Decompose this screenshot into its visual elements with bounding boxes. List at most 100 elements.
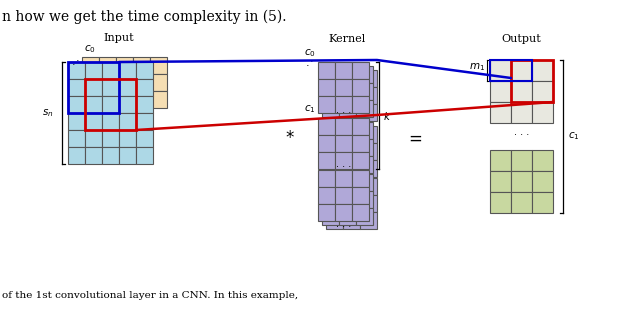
Text: ·: · (310, 57, 314, 67)
Bar (339, 174, 356, 191)
Bar (119, 79, 136, 96)
Bar (532, 102, 553, 123)
Bar (511, 60, 532, 81)
Bar (352, 79, 369, 96)
Bar (490, 192, 511, 213)
Bar (85, 79, 102, 96)
Bar (490, 102, 511, 123)
Bar (360, 178, 377, 195)
Text: · · ·: · · · (336, 162, 351, 172)
Bar (85, 79, 136, 130)
Bar (343, 212, 360, 229)
Bar (339, 122, 356, 139)
Bar (343, 160, 360, 177)
Bar (511, 150, 532, 171)
Bar (119, 96, 136, 113)
Bar (360, 212, 377, 229)
Bar (356, 139, 373, 156)
Bar (318, 62, 335, 79)
Bar (532, 60, 553, 81)
Bar (326, 178, 343, 195)
Text: n how we get the time complexity in (5).: n how we get the time complexity in (5). (2, 10, 287, 24)
Bar (322, 139, 339, 156)
Bar (335, 62, 352, 79)
Bar (360, 87, 377, 104)
Text: Kernel: Kernel (329, 34, 366, 44)
Bar (343, 87, 360, 104)
Bar (322, 174, 339, 191)
Bar (68, 62, 85, 79)
Text: $c_0$: $c_0$ (304, 47, 316, 59)
Bar (322, 156, 339, 173)
Bar (68, 96, 85, 113)
Bar (335, 135, 352, 152)
Bar (136, 147, 153, 164)
Bar (102, 62, 119, 79)
Bar (318, 204, 335, 221)
Bar (133, 57, 150, 74)
Bar (322, 66, 339, 83)
Bar (136, 79, 153, 96)
Bar (102, 130, 119, 147)
Bar (360, 70, 377, 87)
Bar (150, 91, 167, 108)
Bar (326, 70, 343, 87)
Bar (356, 156, 373, 173)
Bar (85, 130, 102, 147)
Bar (360, 143, 377, 160)
Bar (356, 83, 373, 100)
Bar (339, 100, 356, 117)
Bar (511, 60, 553, 102)
Bar (352, 135, 369, 152)
Bar (343, 143, 360, 160)
Bar (322, 100, 339, 117)
Bar (322, 83, 339, 100)
Text: ·: · (76, 56, 80, 66)
Bar (326, 126, 343, 143)
Bar (133, 91, 150, 108)
Bar (133, 74, 150, 91)
Bar (339, 208, 356, 225)
Bar (99, 74, 116, 91)
Text: · · ·: · · · (336, 222, 351, 232)
Bar (352, 62, 369, 79)
Bar (318, 187, 335, 204)
Text: Input: Input (103, 33, 134, 43)
Bar (68, 62, 119, 113)
Bar (335, 79, 352, 96)
Text: · · ·: · · · (514, 130, 529, 140)
Bar (490, 81, 511, 102)
Bar (352, 118, 369, 135)
Bar (119, 147, 136, 164)
Bar (326, 104, 343, 121)
Bar (335, 96, 352, 113)
Bar (102, 96, 119, 113)
Text: $c_1$: $c_1$ (304, 103, 316, 115)
Bar (532, 150, 553, 171)
Bar (343, 195, 360, 212)
Bar (360, 126, 377, 143)
Bar (136, 113, 153, 130)
Bar (360, 104, 377, 121)
Bar (326, 195, 343, 212)
Text: of the 1st convolutional layer in a CNN. In this example,: of the 1st convolutional layer in a CNN.… (2, 291, 298, 300)
Bar (490, 150, 511, 171)
Bar (85, 147, 102, 164)
Bar (343, 70, 360, 87)
Bar (511, 81, 532, 102)
Bar (343, 104, 360, 121)
Bar (343, 178, 360, 195)
Bar (339, 139, 356, 156)
Bar (511, 192, 532, 213)
Bar (335, 152, 352, 169)
Bar (150, 74, 167, 91)
Bar (356, 208, 373, 225)
Bar (116, 57, 133, 74)
Bar (136, 130, 153, 147)
Bar (102, 113, 119, 130)
Bar (352, 152, 369, 169)
Bar (68, 130, 85, 147)
Bar (102, 79, 119, 96)
Bar (85, 113, 102, 130)
Bar (352, 187, 369, 204)
